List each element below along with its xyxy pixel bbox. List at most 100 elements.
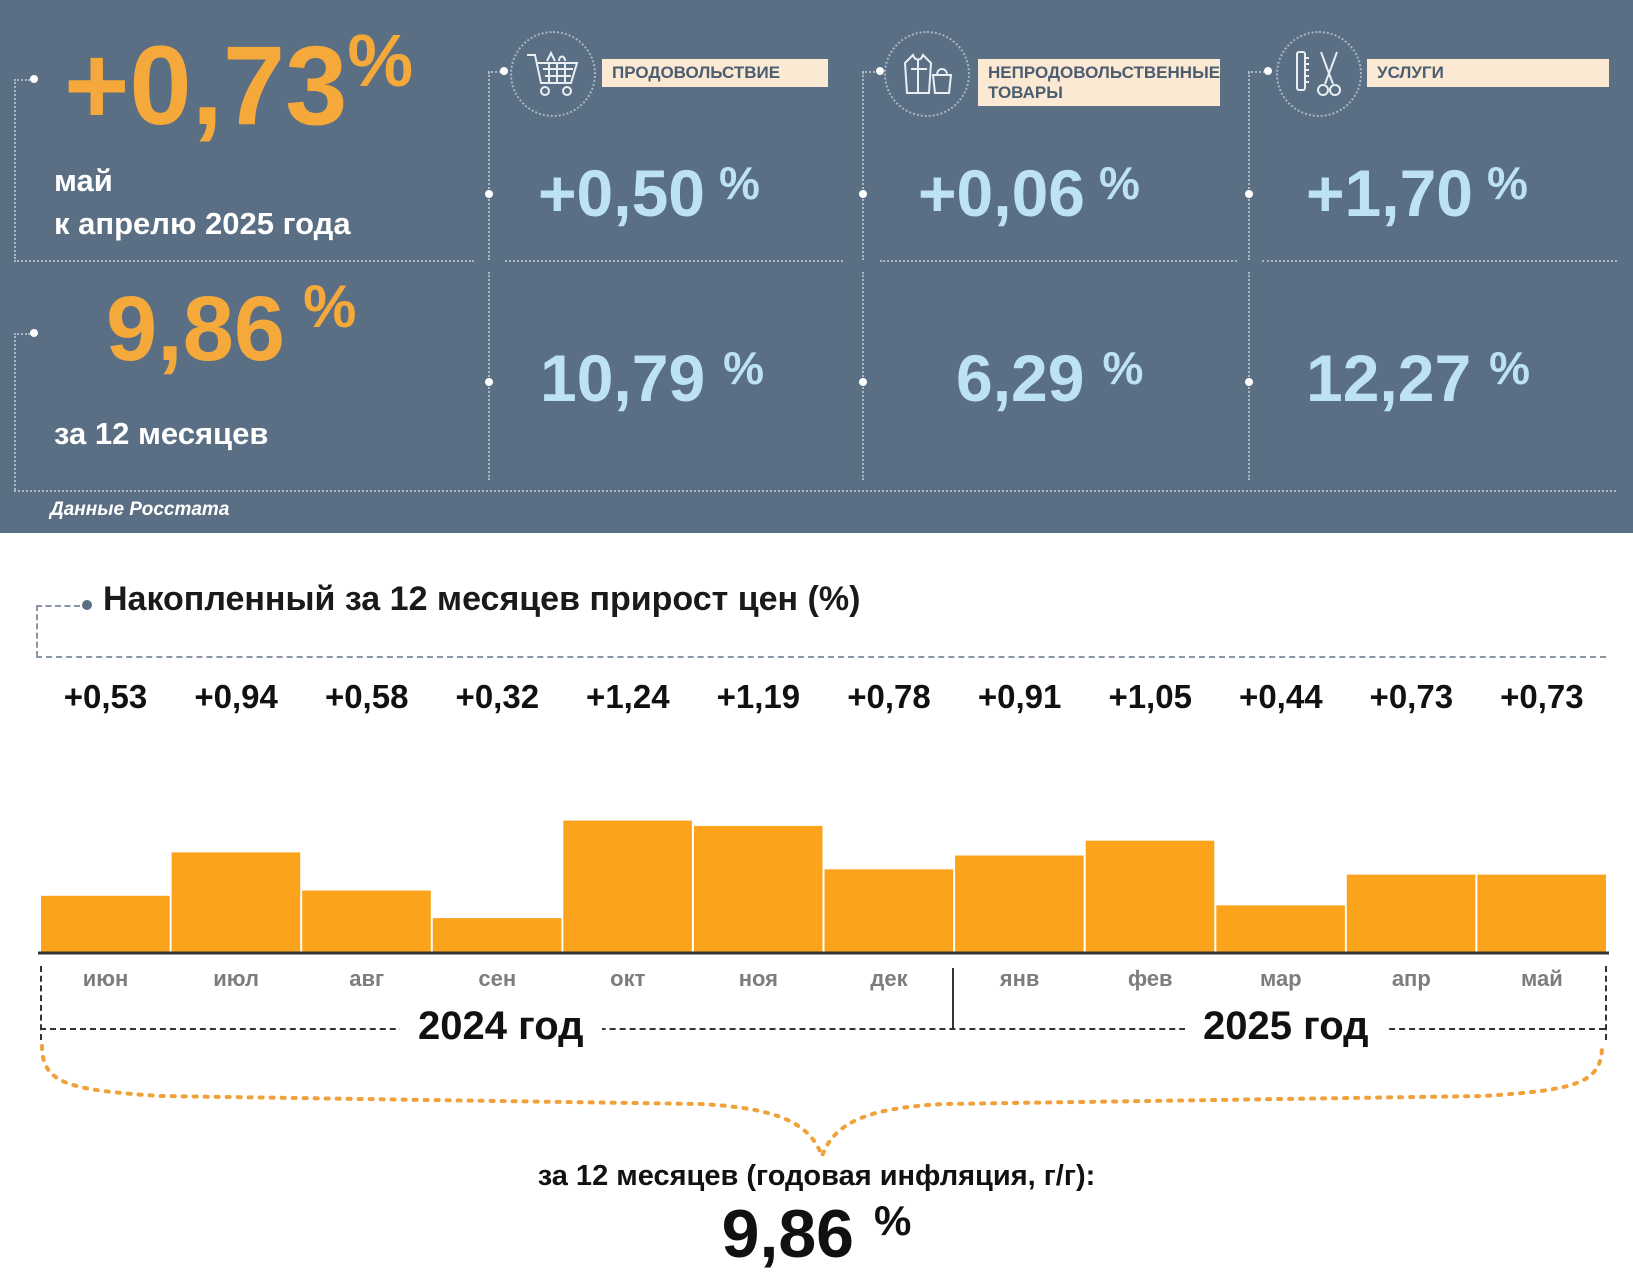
title-bracket: [36, 605, 80, 607]
bar-июн: [41, 895, 170, 952]
bullet-dot: [30, 329, 38, 337]
column-divider: [1248, 72, 1250, 260]
annual-caption: за 12 месяцев (годовая инфляция, г/г):: [537, 1160, 1096, 1192]
month-label: янв: [999, 966, 1040, 991]
bar-chart: [38, 820, 1609, 955]
bullet-dot: [485, 190, 493, 198]
curly-brace: [40, 1044, 1604, 1162]
bar-май: [1477, 874, 1606, 952]
month-label: окт: [610, 966, 646, 991]
title-underline: [36, 656, 1606, 658]
nonfood-monthly-value: +0,06%: [918, 156, 1140, 230]
category-label-services: УСЛУГИ: [1367, 59, 1609, 87]
row-divider: [880, 260, 1237, 262]
column-divider: [488, 72, 490, 260]
food-annual-value: 10,79%: [540, 341, 765, 415]
connector-line: [488, 71, 508, 73]
value-label: +0,58: [324, 678, 409, 715]
month-label: мар: [1259, 966, 1302, 991]
bar-авг: [302, 890, 431, 952]
month-label: ноя: [738, 966, 779, 991]
value-label: +1,05: [1108, 678, 1192, 715]
frame-line: [14, 333, 16, 490]
nonfood-annual-value: 6,29%: [956, 341, 1144, 415]
year-label-2024: 2024 год: [400, 1004, 602, 1049]
month-label: сен: [478, 966, 517, 991]
bullet-dot: [500, 67, 508, 75]
column-divider: [862, 272, 864, 480]
title-bracket: [36, 605, 38, 657]
month-label: апр: [1391, 966, 1431, 991]
bullet-dot: [876, 67, 884, 75]
value-label: +0,53: [63, 678, 148, 715]
clothing-icon: [884, 31, 970, 117]
annual-total: 9,86%: [721, 1196, 912, 1272]
bullet-dot: [485, 378, 493, 386]
percent-sign: %: [723, 342, 765, 394]
data-source: Данные Росстата: [50, 499, 230, 520]
percent-sign: %: [303, 273, 357, 340]
row-divider: [505, 260, 843, 262]
value-label: +1,19: [716, 678, 801, 715]
services-annual-value: 12,27%: [1306, 341, 1531, 415]
value-label: +0,78: [847, 678, 931, 715]
year-divider: [952, 968, 954, 1028]
frame-line: [14, 333, 30, 335]
bar-ноя: [693, 825, 823, 952]
summary-panel: +0,73% май к апрелю 2025 года 9,86% за 1…: [0, 0, 1633, 533]
bar-янв: [955, 855, 1084, 952]
year-label-2025: 2025 год: [1185, 1004, 1387, 1049]
month-label: фев: [1127, 966, 1173, 991]
frame-line: [14, 260, 474, 262]
frame-line: [14, 490, 1616, 492]
bullet-dot: [859, 378, 867, 386]
connector-line: [862, 71, 882, 73]
bar-июл: [171, 852, 301, 952]
value-label: +0,44: [1239, 678, 1323, 715]
month-label: июл: [213, 966, 259, 991]
column-divider: [862, 72, 864, 260]
column-divider: [488, 272, 490, 480]
services-monthly-value: +1,70%: [1306, 156, 1528, 230]
chart-title: Накопленный за 12 месяцев прирост цен (%…: [103, 580, 861, 618]
year-bracket-left: [40, 966, 42, 1040]
column-divider: [1248, 272, 1250, 480]
percent-sign: %: [1487, 157, 1528, 209]
value-label: +0,32: [455, 678, 540, 715]
bullet-dot: [859, 190, 867, 198]
bullet-dot: [1245, 378, 1253, 386]
annual-inflation-value: 9,86%: [106, 273, 357, 380]
percent-sign: %: [1099, 157, 1140, 209]
frame-line: [14, 79, 16, 259]
frame-line: [14, 79, 30, 81]
bar-дек: [824, 869, 954, 952]
monthly-period-comparison: к апрелю 2025 года: [54, 206, 351, 241]
bar-сен: [432, 918, 562, 952]
shopping-cart-icon: [510, 31, 596, 117]
row-divider: [1262, 260, 1617, 262]
month-label: авг: [349, 966, 385, 991]
value-label: +0,91: [977, 678, 1062, 715]
percent-sign: %: [719, 157, 760, 209]
food-monthly-value: +0,50%: [538, 156, 760, 230]
annual-period-label: за 12 месяцев: [54, 416, 269, 451]
month-label: май: [1521, 966, 1563, 991]
title-bullet: [82, 600, 92, 610]
value-label: +0,73: [1500, 678, 1584, 715]
value-label: +0,94: [194, 678, 278, 715]
month-label: дек: [870, 966, 908, 991]
category-label-nonfood: НЕПРОДОВОЛЬСТВЕННЫЕ ТОВАРЫ: [978, 59, 1220, 107]
year-bracket-right: [1605, 966, 1607, 1040]
connector-line: [1248, 71, 1268, 73]
percent-sign: %: [1102, 342, 1144, 394]
month-label: июн: [82, 966, 129, 991]
bar-апр: [1346, 874, 1476, 952]
category-label-food: ПРОДОВОЛЬСТВИЕ: [602, 59, 828, 87]
bullet-dot: [30, 75, 38, 83]
bullet-dot: [1245, 190, 1253, 198]
percent-sign: %: [347, 19, 414, 102]
monthly-inflation-value: +0,73%: [64, 19, 414, 148]
value-label: +1,24: [586, 678, 670, 715]
monthly-period-month: май: [54, 163, 113, 198]
year-dashed-line: [40, 1028, 1605, 1030]
